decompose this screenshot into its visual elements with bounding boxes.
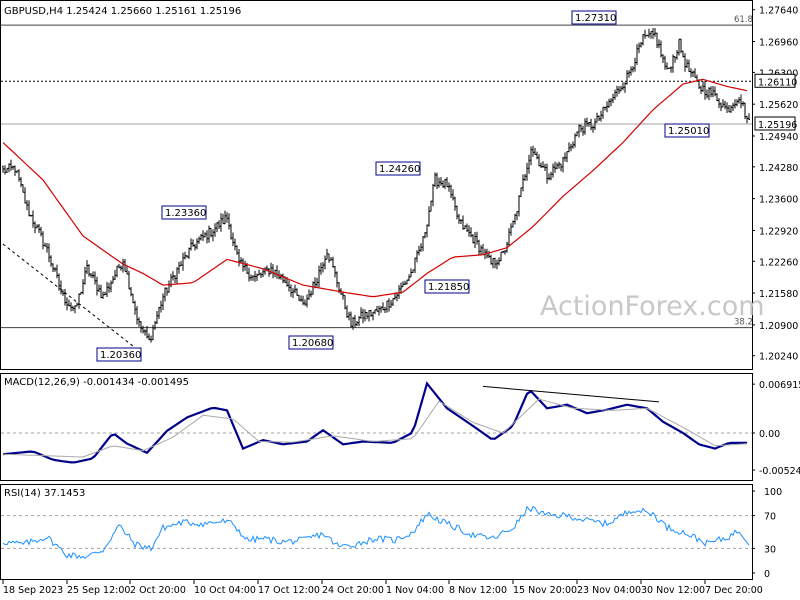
rsi-title: RSI(14) 37.1453	[4, 488, 85, 499]
price-annotation-box	[424, 279, 470, 294]
rsi-tick-label: 70	[764, 512, 776, 523]
rsi-tick-label: 0	[764, 569, 770, 580]
watermark: ActionForex.com	[540, 291, 765, 322]
price-tick-label: 1.25620	[759, 100, 798, 111]
time-tick-label: 18 Sep 2023	[3, 585, 63, 596]
support-trendline	[2, 243, 139, 351]
time-tick-label: 15 Nov 20:00	[513, 585, 577, 596]
annotations: 1.20360 1.23360 1.20680 1.24260 1.21850 1.273…	[96, 10, 710, 362]
time-tick-label: 17 Oct 12:00	[258, 585, 320, 596]
rsi-panel-frame	[0, 484, 753, 580]
fib-lines: 61.8 38.2	[1, 15, 753, 329]
time-tick-label: 1 Nov 04:00	[386, 585, 444, 596]
time-tick-label: 23 Nov 04:00	[577, 585, 641, 596]
macd-layer	[1, 381, 752, 464]
price-tick-label: 1.23600	[759, 195, 798, 206]
price-annotation-box	[288, 335, 334, 350]
price-annotation-label: 1.20360	[100, 350, 141, 361]
price-tick-label: 1.21580	[759, 289, 798, 300]
price-annotation-box	[96, 347, 142, 362]
time-tick-label: 24 Oct 20:00	[322, 585, 384, 596]
price-tick-label: 1.22260	[759, 257, 798, 268]
price-tick-label: 1.27640	[759, 6, 798, 17]
time-tick-label: 8 Nov 12:00	[449, 585, 507, 596]
price-annotation-box	[375, 161, 421, 176]
candles	[2, 28, 750, 343]
rsi-line	[2, 505, 750, 560]
chart-title: GBPUSD,H4 1.25424 1.25660 1.25161 1.2519…	[4, 6, 241, 17]
price-tick-label: 1.24940	[759, 132, 798, 143]
time-tick-label: 7 Dec 20:00	[705, 585, 763, 596]
time-tick-label: 2 Oct 20:00	[130, 585, 186, 596]
price-tick-label: 1.24280	[759, 163, 798, 174]
time-axis: 18 Sep 2023 25 Sep 12:00 2 Oct 20:00 10 Oct…	[2, 580, 763, 596]
rsi-layer	[1, 505, 752, 560]
price-annotation-label: 1.21850	[428, 282, 469, 293]
price-panel-frame	[0, 0, 753, 370]
price-annotation-label: 1.27310	[575, 13, 616, 24]
price-marker-box	[754, 116, 796, 131]
price-annotation-label: 1.25010	[668, 126, 709, 137]
time-tick-label: 30 Nov 12:00	[641, 585, 705, 596]
price-annotation-label: 1.23360	[165, 208, 206, 219]
rsi-axis: 100 70 30 0	[752, 487, 782, 580]
price-annotation-box	[571, 10, 617, 25]
macd-trendline	[482, 385, 660, 403]
fib-level-label: 61.8	[734, 15, 753, 25]
price-annotation-box	[664, 123, 710, 138]
price-marker-box	[754, 73, 796, 88]
fib-level-label: 38.2	[734, 318, 753, 328]
moving-average-line	[2, 78, 748, 298]
rsi-tick-label: 100	[764, 487, 782, 498]
macd-line	[2, 381, 747, 464]
rsi-tick-label: 30	[764, 544, 776, 555]
price-annotation-label: 1.20680	[292, 338, 333, 349]
price-annotation-box	[161, 205, 207, 220]
price-annotation-label: 1.24260	[379, 164, 420, 175]
moving-average-layer	[2, 78, 748, 298]
price-marker-label: 1.25196	[758, 120, 797, 131]
price-tick-label: 1.20240	[759, 352, 798, 363]
macd-title: MACD(12,26,9) -0.001434 -0.001495	[4, 377, 189, 388]
time-tick-label: 10 Oct 04:00	[194, 585, 256, 596]
price-axis: 1.276401.269601.263001.256201.249401.242…	[752, 6, 798, 363]
price-tick-label: 1.22920	[759, 226, 798, 237]
price-tick-label: 1.20900	[759, 321, 798, 332]
price-tick-label: 1.26960	[759, 38, 798, 49]
macd-panel-frame	[0, 373, 753, 481]
time-tick-label: 25 Sep 12:00	[67, 585, 130, 596]
price-marker-label: 1.26110	[758, 77, 797, 88]
macd-tick-label: 0.006915	[759, 380, 800, 391]
macd-tick-label: 0.00	[759, 429, 780, 440]
macd-signal-line	[2, 398, 748, 458]
